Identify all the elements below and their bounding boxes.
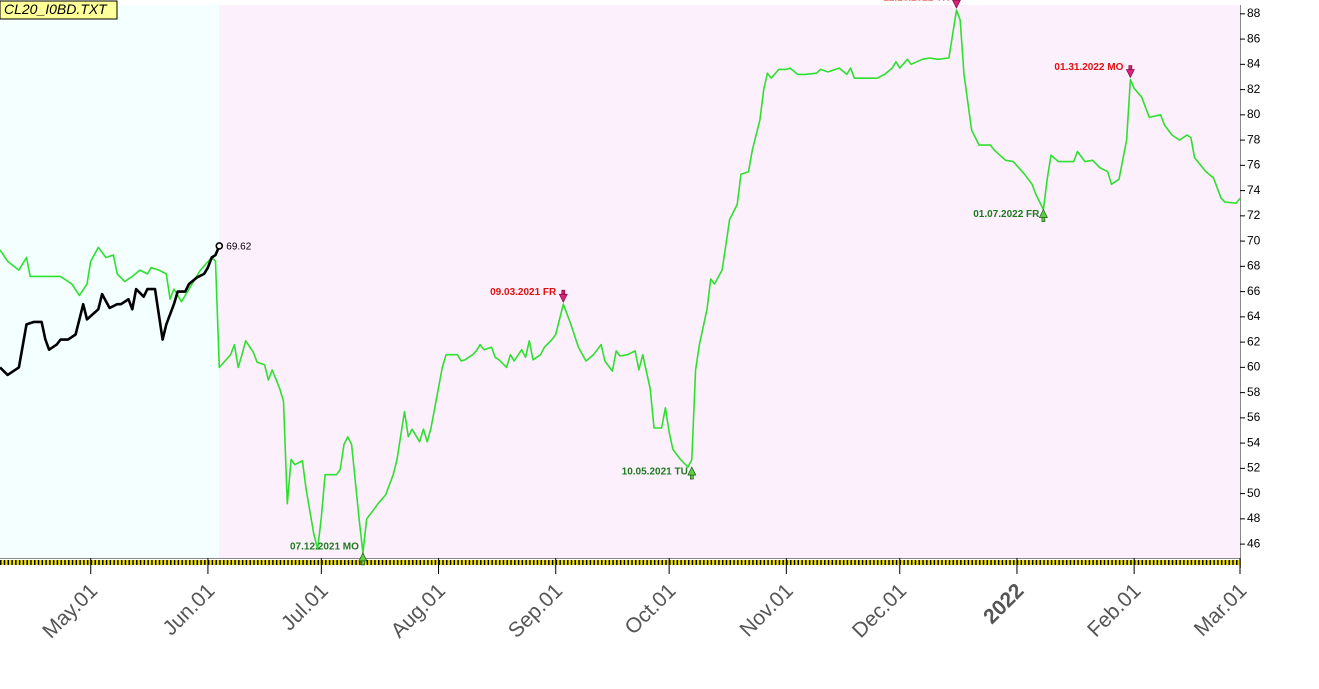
minor-ticks bbox=[0, 559, 1240, 565]
y-tick-label: 60 bbox=[1247, 360, 1261, 374]
y-tick-label: 46 bbox=[1247, 536, 1261, 550]
history-background bbox=[0, 5, 219, 558]
x-tick-label: Mar.01 bbox=[1190, 579, 1252, 641]
annotation-label: 09.03.2021 FR bbox=[490, 287, 557, 298]
y-tick-label: 78 bbox=[1247, 132, 1261, 146]
x-tick-label: Feb.01 bbox=[1083, 579, 1146, 642]
peak-marker bbox=[952, 0, 961, 9]
y-tick-label: 48 bbox=[1247, 511, 1261, 525]
trough-marker bbox=[1038, 208, 1048, 222]
y-tick-label: 62 bbox=[1247, 334, 1261, 348]
annotation-label: 12.16.2021 TH bbox=[883, 0, 949, 4]
annotation-label: 10.05.2021 TU bbox=[622, 467, 688, 478]
y-tick-label: 58 bbox=[1247, 385, 1261, 399]
y-tick-label: 64 bbox=[1247, 309, 1261, 323]
end-point bbox=[215, 242, 224, 250]
annotation-label: 01.31.2022 MO bbox=[1054, 62, 1123, 73]
y-tick-label: 56 bbox=[1247, 410, 1261, 424]
title-box bbox=[0, 0, 118, 20]
y-tick-label: 70 bbox=[1247, 233, 1261, 247]
x-tick-label: Oct.01 bbox=[621, 579, 681, 639]
y-tick-label: 52 bbox=[1247, 461, 1261, 475]
x-tick-label: Nov.01 bbox=[736, 579, 798, 641]
y-tick-label: 50 bbox=[1247, 486, 1261, 500]
y-tick-label: 66 bbox=[1247, 284, 1261, 298]
annotation-label: 07.12.2021 MO bbox=[290, 542, 359, 553]
x-tick-label: Jul.01 bbox=[277, 579, 333, 635]
y-tick-label: 86 bbox=[1247, 31, 1261, 45]
y-tick-label: 82 bbox=[1247, 82, 1261, 96]
x-tick-label: Jun.01 bbox=[159, 579, 220, 640]
y-tick-label: 74 bbox=[1247, 183, 1261, 197]
y-tick-label: 84 bbox=[1247, 57, 1261, 71]
y-tick-label: 88 bbox=[1247, 6, 1261, 20]
x-tick-label: 2022 bbox=[979, 579, 1028, 628]
projection-background bbox=[219, 5, 1240, 558]
peak-marker bbox=[1125, 65, 1135, 79]
y-tick-label: 68 bbox=[1247, 259, 1261, 273]
line-series bbox=[0, 9, 1241, 554]
annotation-label: 01.07.2022 FR bbox=[973, 209, 1040, 220]
x-tick-label: Dec.01 bbox=[848, 579, 911, 642]
line-series bbox=[0, 245, 221, 377]
y-tick-label: 76 bbox=[1247, 158, 1261, 172]
y-tick-label: 54 bbox=[1247, 435, 1261, 449]
x-tick-label: Aug.01 bbox=[387, 579, 450, 642]
x-tick-label: May.01 bbox=[38, 579, 102, 643]
trough-marker bbox=[687, 466, 697, 480]
trough-marker bbox=[358, 552, 368, 566]
chart-title: CL20_I0BD.TXT bbox=[4, 1, 108, 17]
y-tick-label: 72 bbox=[1247, 208, 1261, 222]
x-tick-label: Sep.01 bbox=[504, 579, 567, 642]
peak-marker bbox=[558, 289, 568, 303]
y-tick-label: 80 bbox=[1247, 107, 1261, 121]
end-label: 69.62 bbox=[226, 242, 251, 253]
